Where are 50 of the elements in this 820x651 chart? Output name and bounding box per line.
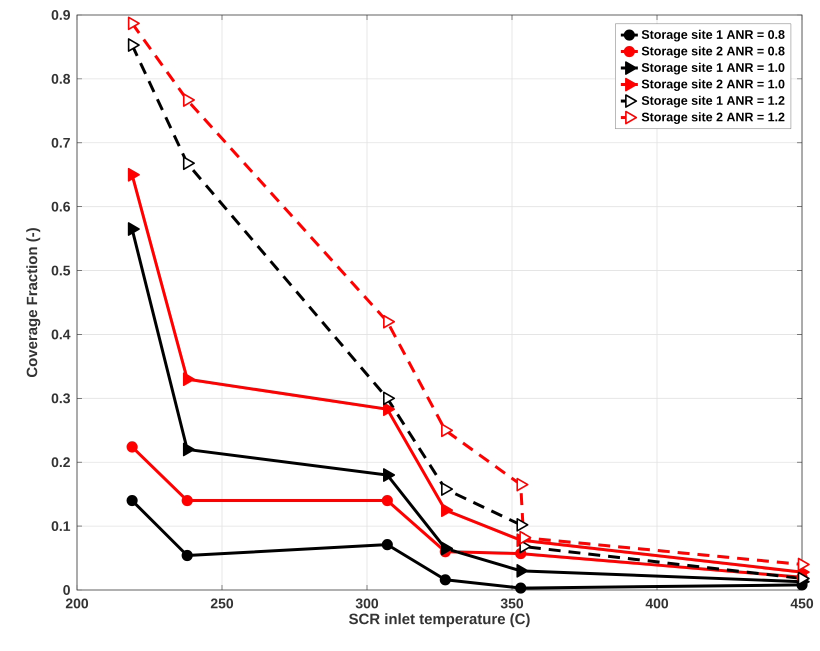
legend-label: Storage site 2 ANR = 1.0 <box>642 79 784 91</box>
y-tick-label: 0.6 <box>52 202 70 212</box>
y-tick-label: 0 <box>63 585 70 595</box>
x-tick-label: 250 <box>210 598 234 608</box>
point <box>441 503 454 517</box>
point <box>182 550 193 562</box>
x-tick-label: 200 <box>66 598 88 608</box>
point <box>798 572 810 586</box>
point <box>516 518 528 532</box>
x-tick-label: 300 <box>356 598 378 608</box>
point <box>182 93 195 107</box>
y-tick-label: 0.7 <box>52 138 70 148</box>
point <box>441 482 454 496</box>
point <box>383 391 396 406</box>
point <box>182 372 195 386</box>
point <box>182 494 193 506</box>
y-tick-label: 0.3 <box>52 393 70 404</box>
x-tick-label: 450 <box>790 598 814 608</box>
point <box>383 314 396 329</box>
y-axis-title: Coverage Fraction (-) <box>26 228 40 378</box>
point <box>383 468 396 482</box>
y-tick-label: 0.1 <box>52 521 70 532</box>
point <box>126 494 138 506</box>
point <box>516 564 528 578</box>
point <box>798 558 810 572</box>
y-tick-label: 0.2 <box>52 457 70 468</box>
y-tick-label: 0.5 <box>52 266 70 276</box>
point <box>383 402 396 416</box>
x-tick-label: 350 <box>500 598 524 608</box>
point <box>519 530 532 544</box>
point <box>128 38 140 52</box>
point <box>128 168 140 182</box>
point <box>182 156 195 170</box>
legend-label: Storage site 2 ANR = 1.2 <box>642 112 784 124</box>
point <box>128 16 140 30</box>
y-tick-label: 0.8 <box>52 74 70 84</box>
legend-label: Storage site 2 ANR = 0.8 <box>642 46 785 58</box>
y-tick-label: 0.4 <box>52 329 70 340</box>
x-axis-title: SCR inlet temperature (C) <box>349 613 530 628</box>
legend-label: Storage site 1 ANR = 0.8 <box>642 30 785 42</box>
point <box>441 423 454 438</box>
point <box>126 441 138 452</box>
legend-label: Storage site 1 ANR = 1.2 <box>642 96 784 108</box>
y-tick-label: 0.9 <box>52 10 70 20</box>
point <box>516 478 528 492</box>
x-tick-label: 400 <box>646 598 668 608</box>
legend-label: Storage site 1 ANR = 1.0 <box>642 62 784 74</box>
point <box>182 442 195 456</box>
point <box>441 542 454 556</box>
point <box>128 222 140 236</box>
